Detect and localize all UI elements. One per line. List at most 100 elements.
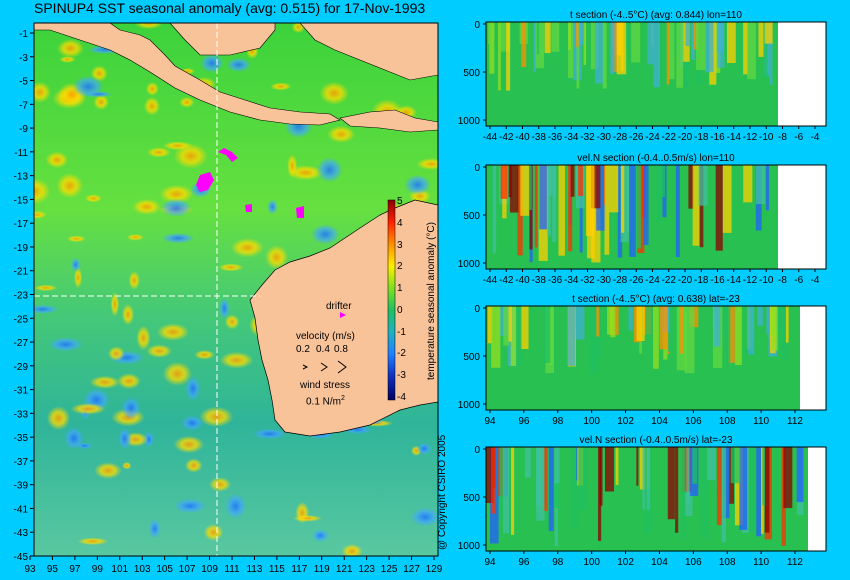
map-x-tick: 123 [358,564,375,575]
panel-x-tick: -4 [811,132,820,143]
map-x-tick: 117 [291,564,307,575]
panel-x-tick: -40 [515,275,530,286]
panel-x-tick: -26 [629,275,644,286]
panel-x-tick: 100 [583,557,600,568]
main-title: SPINUP4 SST seasonal anomaly (avg: 0.515… [34,0,426,16]
colorbar-tick: 1 [397,283,403,295]
panel-x-tick: -14 [727,275,742,286]
panel-x-tick: -42 [499,132,514,143]
panel-x-tick: -8 [778,275,787,286]
velocity-label: velocity (m/s) [296,331,355,342]
land-borneo [105,23,276,56]
map-y-tick: -29 [14,362,29,373]
land-nusa-tenggara [339,109,438,133]
map-x-tick: 95 [47,564,59,575]
panel-x-tick: 100 [583,416,600,427]
map-x-tick: 107 [179,564,196,575]
drifter-label: drifter [326,301,352,312]
map-x-tick: 129 [426,564,443,575]
map-x-tick: 97 [69,564,81,575]
panel-x-tick: -22 [662,275,677,286]
map-y-tick: -31 [14,386,29,397]
panel-y-tick: 0 [474,445,480,456]
map-y-tick: -37 [14,457,29,468]
arrow-large-icon [337,360,347,374]
map-x-tick: 101 [111,564,128,575]
panel-x-tick: -30 [597,132,612,143]
panel-y-tick: 500 [463,211,480,222]
panel-x-tick: -6 [794,275,803,286]
panel-x-tick: -42 [499,275,514,286]
map-y-tick: -35 [14,433,29,444]
map-y-tick: -1 [19,29,28,40]
map-x-tick: 113 [246,564,262,575]
panel-x-tick: 104 [651,416,668,427]
colorbar-tick: -4 [397,392,406,403]
panel-x-tick: -12 [743,132,758,143]
panel-x-tick: -44 [483,132,498,143]
map-x-tick: 125 [381,564,398,575]
panel-x-tick: -34 [564,275,579,286]
map-x-tick: 127 [403,564,420,575]
colorbar-tick: -3 [397,370,406,382]
panel-x-tick: -10 [759,275,774,286]
map-x-tick: 105 [156,564,173,575]
colorbar-tick: -1 [397,326,406,338]
map-y-tick: -41 [14,504,29,515]
wind-stress-value: 0.1 N/m2 [306,395,345,408]
map-y-tick: -17 [14,219,29,230]
panel-y-tick: 1000 [458,541,481,552]
panel-title: vel.N section (-0.4..0.5m/s) lon=110 [577,153,735,164]
panel-x-tick: -38 [532,275,547,286]
map-y-tick: -25 [14,314,29,325]
panel-x-tick: -36 [548,132,563,143]
map-y-tick: -45 [14,552,29,563]
panel-x-tick: 108 [719,416,736,427]
map-x-tick: 115 [269,564,285,575]
panel-x-tick: -6 [794,132,803,143]
panel-x-tick: -38 [532,132,547,143]
panel-x-tick: 112 [787,416,803,427]
map-y-tick: -13 [14,172,29,183]
map-x-tick: 119 [314,564,330,575]
panel-y-tick: 1000 [458,259,481,270]
section-panel-2: vel.N section (-0.4..0.5m/s) lon=110 0 500… [458,153,827,286]
map-y-tick: -11 [14,148,28,159]
colorbar-tick: 0 [397,304,403,316]
colorbar-tick: 2 [397,261,403,273]
velocity-scale-1: 0.2 [296,344,310,355]
panel-x-tick: 102 [617,557,634,568]
panel-x-tick: -10 [759,132,774,143]
map-x-tick: 99 [92,564,104,575]
panel-y-tick: 0 [474,163,480,174]
panel-x-tick: 108 [719,557,736,568]
land-sumatra-java [34,23,341,126]
panel-y-tick: 1000 [458,116,481,127]
panel-x-tick: -28 [613,132,628,143]
panel-x-tick: -18 [694,132,709,143]
panel-x-tick: -36 [548,275,563,286]
panel-title: vel.N section (-0.4..0.5m/s) lat=-23 [579,435,733,446]
arrow-small-icon [302,364,309,370]
panel-x-tick: -44 [483,275,498,286]
panel-x-tick: 98 [552,416,564,427]
map-y-tick: -27 [14,338,29,349]
panel-x-tick: -34 [564,132,579,143]
panel-x-tick: -24 [645,275,660,286]
colorbar-tick: 5 [397,196,403,207]
arrow-medium-icon [320,362,328,372]
panel-x-tick: -22 [662,132,677,143]
panel-x-tick: 98 [552,557,564,568]
drifter-tracks [196,148,304,218]
panel-y-tick: 0 [474,304,480,315]
panel-x-tick: -20 [678,132,693,143]
panel-x-tick: 110 [753,557,769,568]
velocity-scale-2: 0.4 [316,344,330,355]
map-y-tick: -19 [14,243,29,254]
section-panel-1: t section (-4..5°C) (avg: 0.844) lon=110… [458,10,827,143]
panel-title: t section (-4..5°C) (avg: 0.844) lon=110 [570,10,742,21]
map-y-tick: -23 [14,291,29,302]
map-x-tick: 93 [24,564,36,575]
colorbar-tick: 4 [397,217,403,229]
panel-x-tick: -4 [811,275,820,286]
